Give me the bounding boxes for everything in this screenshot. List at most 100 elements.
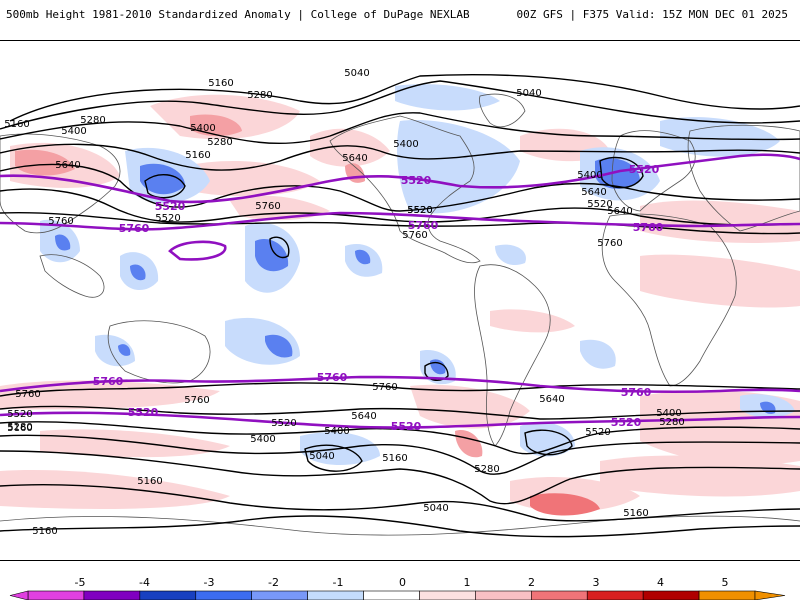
colorbar-tick-label: 4 [657, 576, 664, 589]
contour-label: 5160 [137, 476, 162, 487]
positive-anomaly-area [230, 195, 330, 221]
contour-label: 5760 [255, 201, 280, 212]
contour-5520-south [0, 411, 800, 429]
anomaly-shading [0, 84, 800, 516]
highlight-label: 5760 [119, 222, 150, 235]
colorbar-tick-label: 1 [463, 576, 471, 589]
colorbar-max-arrow [754, 590, 786, 600]
height-contour [9, 74, 800, 122]
negative-anomaly-area [95, 334, 135, 367]
contour-5760-closed [168, 240, 227, 261]
positive-anomaly-area [640, 254, 800, 308]
highlight-label: 5520 [401, 174, 432, 187]
negative-anomaly-core [140, 163, 185, 195]
contour-labels: 5160 5280 5400 5040 5040 5160 5280 5400 … [4, 68, 684, 537]
coastline-asia [687, 124, 800, 232]
highlight-label: 5520 [611, 416, 642, 429]
height-contours [0, 74, 800, 538]
contour-label: 5520 [587, 199, 612, 210]
colorbar-tick-label: -2 [268, 576, 279, 589]
contour-label: 5400 [656, 408, 681, 419]
positive-anomaly-area [40, 429, 230, 458]
colorbar-min-arrow [9, 590, 29, 600]
positive-anomaly-area [0, 470, 230, 509]
colorbar-tick-label: -1 [332, 576, 344, 589]
negative-anomaly-area [395, 84, 500, 111]
coastline-south-america [474, 264, 551, 447]
positive-anomaly-area [310, 128, 390, 167]
height-contour [144, 174, 186, 199]
negative-anomaly-core [55, 234, 71, 251]
height-contour [269, 236, 290, 259]
highlight-contours [0, 153, 800, 429]
highlight-label: 5760 [633, 221, 664, 234]
contour-label: 5160 [185, 150, 210, 161]
height-contour [0, 212, 800, 235]
colorbar-tick-label: -4 [139, 576, 150, 589]
highlight-label: 5760 [408, 219, 439, 232]
highlight-label: 5760 [93, 375, 124, 388]
negative-anomaly-core [595, 158, 640, 189]
coastline-maritime-asia [39, 254, 105, 298]
colorbar-segment [642, 590, 700, 600]
colorbar-tick-label: 2 [528, 576, 535, 589]
height-contour [0, 483, 800, 522]
coastline-antarctica [0, 515, 800, 536]
contour-label: 5520 [7, 409, 32, 420]
contour-5520-north [0, 153, 800, 204]
colorbar-segment [251, 590, 308, 600]
contour-label: 5640 [342, 153, 367, 164]
contour-label: 5640 [539, 394, 564, 405]
height-contour [0, 143, 800, 171]
contour-label: 5400 [577, 170, 602, 181]
contour-label: 5040 [344, 68, 369, 79]
height-contour [304, 444, 363, 472]
contour-label: 5280 [247, 90, 272, 101]
colorbar-tick-label: 0 [399, 576, 406, 589]
negative-anomaly-area [495, 244, 526, 266]
height-contour [599, 156, 644, 189]
height-contour [524, 429, 573, 456]
colorbar-segment [139, 590, 197, 600]
height-contour [0, 382, 800, 397]
contour-label: 5520 [407, 205, 432, 216]
colorbar-tick-label: 3 [592, 576, 600, 589]
highlight-labels: 5520 5760 5520 5760 5520 5760 5760 5520 … [93, 163, 664, 433]
contour-label: 5400 [190, 123, 215, 134]
highlight-label: 5520 [155, 200, 186, 213]
negative-anomaly-core [355, 249, 371, 265]
negative-anomaly-core [255, 238, 289, 272]
height-contour [0, 421, 800, 455]
model-valid-time: 00Z GFS | F375 Valid: 15Z MON DEC 01 202… [516, 8, 788, 21]
contour-label: 5400 [393, 139, 418, 150]
contour-label: 5040 [423, 503, 448, 514]
contour-label: 5280 [659, 417, 684, 428]
map-title: 500mb Height 1981-2010 Standardized Anom… [6, 8, 470, 21]
contour-label: 5400 [324, 426, 349, 437]
anomaly-map: 5160 5280 5400 5040 5040 5160 5280 5400 … [0, 40, 800, 561]
height-contour [0, 80, 800, 130]
negative-anomaly-area [520, 422, 575, 457]
colorbar-segment [195, 590, 252, 600]
contour-label: 5040 [309, 451, 334, 462]
contour-label: 5520 [155, 213, 180, 224]
height-contour [0, 188, 800, 226]
negative-anomaly-core [118, 344, 131, 356]
colorbar-tick-label: -5 [74, 576, 86, 589]
negative-anomaly-area [580, 339, 616, 369]
positive-anomaly-area [410, 384, 530, 429]
height-contour [0, 163, 800, 212]
positive-anomaly-core [530, 493, 600, 516]
colorbar-segment [475, 590, 532, 600]
contour-label: 5160 [32, 526, 57, 537]
contour-label: 5280 [7, 422, 32, 433]
contour-label: 5040 [516, 88, 541, 99]
colorbar-tick-label: 5 [721, 576, 729, 589]
colorbar-segment [531, 590, 588, 600]
colorbar-segment [83, 590, 141, 600]
negative-anomaly-area [397, 120, 520, 214]
contour-label: 5160 [208, 78, 233, 89]
colorbar-segment [363, 590, 420, 600]
height-contour [0, 112, 800, 145]
contour-label: 5280 [80, 115, 105, 126]
